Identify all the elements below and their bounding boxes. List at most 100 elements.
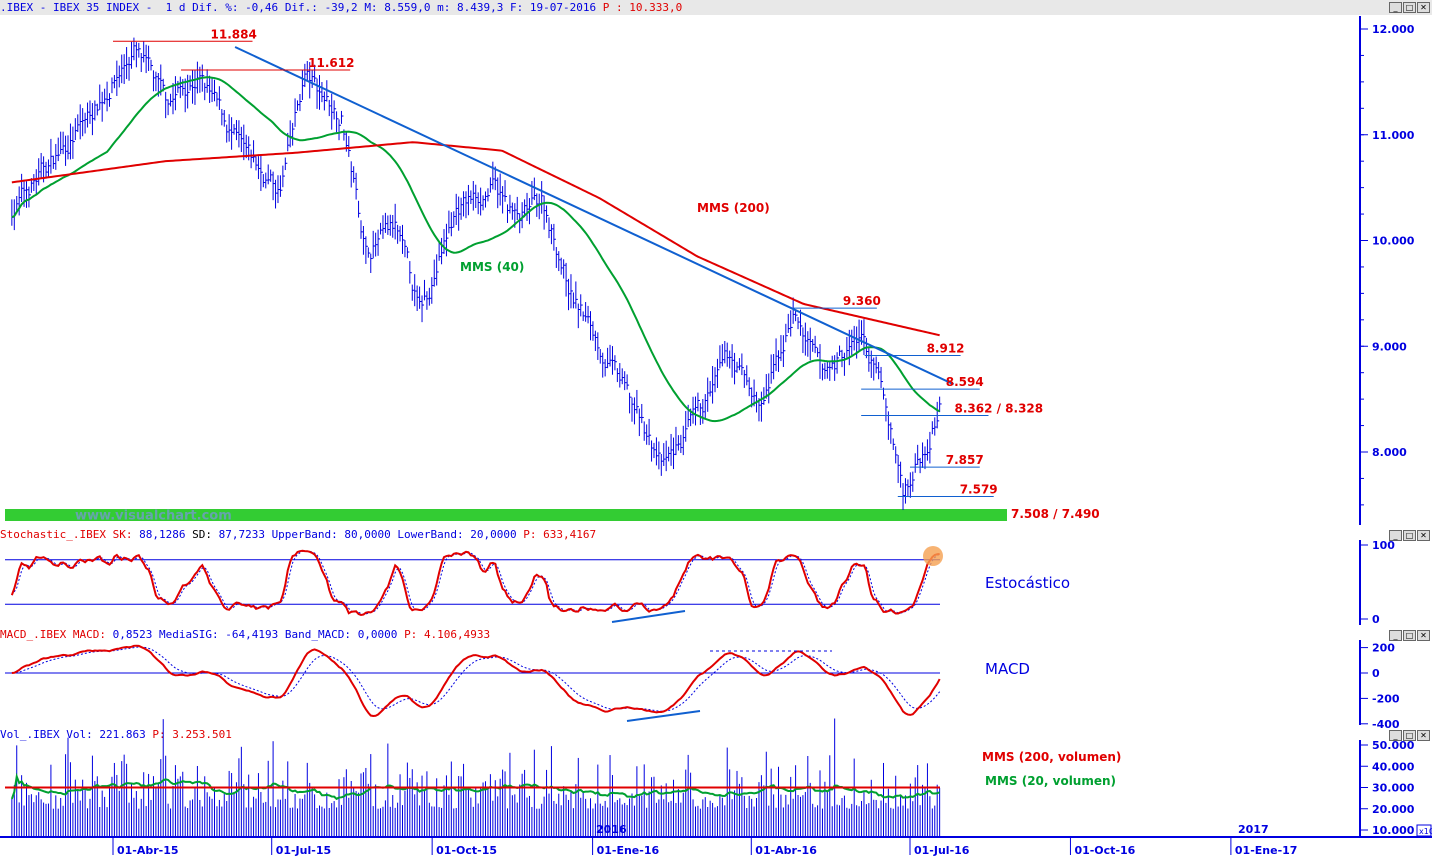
sd-label: SD: bbox=[192, 528, 212, 541]
macd-name: MACD_.IBEX bbox=[0, 628, 67, 641]
year-2017: 2017 bbox=[1238, 823, 1269, 836]
close-button[interactable]: ✕ bbox=[1417, 530, 1430, 541]
stoch-tick-label: 100 bbox=[1372, 539, 1395, 552]
lb-label: LowerBand: bbox=[397, 528, 464, 541]
macd-p: 4.106,4933 bbox=[423, 628, 491, 641]
maximize-button[interactable]: □ bbox=[1403, 630, 1416, 641]
maximize-button[interactable]: □ bbox=[1403, 2, 1416, 13]
highlight-circle bbox=[923, 546, 943, 566]
level-label: 7.579 bbox=[960, 483, 998, 497]
support-label: 7.508 / 7.490 bbox=[1011, 507, 1100, 521]
y-tick-label: 11.000 bbox=[1372, 129, 1415, 142]
min: 8.439,3 bbox=[457, 1, 504, 14]
ma200-line bbox=[11, 141, 940, 337]
macd-tick-label: -400 bbox=[1372, 718, 1400, 731]
sk-label: SK: bbox=[112, 528, 133, 541]
symbol: .IBEX - IBEX 35 INDEX - bbox=[0, 1, 153, 14]
mms40-label: MMS (40) bbox=[460, 260, 524, 274]
sk-value: 88,1286 bbox=[139, 528, 186, 541]
stoch-divergence-line bbox=[611, 610, 686, 623]
x-tick-label: 01-Jul-16 bbox=[914, 844, 970, 857]
close-button[interactable]: ✕ bbox=[1417, 2, 1430, 13]
level-label: 8.594 bbox=[946, 375, 984, 389]
vol-name: Vol_.IBEX bbox=[0, 728, 60, 741]
level-label: 11.612 bbox=[308, 56, 354, 70]
level-label: 11.884 bbox=[211, 27, 257, 41]
stoch-header: Stochastic_.IBEX SK: 88,1286 SD: 87,7233… bbox=[0, 527, 1432, 542]
sig-label: MediaSIG: bbox=[158, 628, 219, 641]
vol-value: 221.863 bbox=[99, 728, 146, 741]
minimize-button[interactable]: _ bbox=[1389, 730, 1402, 741]
vol-tick-label: 50.000 bbox=[1372, 739, 1415, 752]
p-value: 10.333,0 bbox=[629, 1, 683, 14]
minimize-button[interactable]: _ bbox=[1389, 530, 1402, 541]
max: 8.559,0 bbox=[384, 1, 431, 14]
stoch-tick-label: 0 bbox=[1372, 613, 1380, 626]
maximize-button[interactable]: □ bbox=[1403, 730, 1416, 741]
vol-p: 3.253.501 bbox=[172, 728, 232, 741]
y-tick-label: 10.000 bbox=[1372, 235, 1415, 248]
macd-tick-label: 0 bbox=[1372, 667, 1380, 680]
close-button[interactable]: ✕ bbox=[1417, 730, 1430, 741]
stoch-sk-line bbox=[10, 549, 940, 616]
vol-tick-label: 30.000 bbox=[1372, 782, 1415, 795]
dif-pct: -0,46 bbox=[245, 1, 279, 14]
vol-tick-label: 10.000 bbox=[1372, 824, 1415, 837]
x-tick-label: 01-Abr-15 bbox=[117, 844, 179, 857]
ub-label: UpperBand: bbox=[271, 528, 338, 541]
macd-label: MACD: bbox=[72, 628, 106, 641]
stoch-p-label: P: bbox=[523, 528, 537, 541]
vol200-annotation: MMS (200, volumen) bbox=[982, 750, 1121, 764]
vol-p-label: P: bbox=[152, 728, 166, 741]
band-value: 0,0000 bbox=[357, 628, 398, 641]
macd-tick-label: 200 bbox=[1372, 642, 1395, 655]
volume-ma20-line bbox=[10, 772, 941, 801]
vol-tick-label: 40.000 bbox=[1372, 760, 1415, 773]
p-label: P : bbox=[602, 1, 623, 14]
vol-label: Vol: bbox=[66, 728, 93, 741]
macd-signal-line bbox=[11, 646, 941, 712]
level-label: 8.362 / 8.328 bbox=[954, 402, 1043, 416]
close-button[interactable]: ✕ bbox=[1417, 630, 1430, 641]
trend-line bbox=[234, 46, 955, 386]
max-label: M: bbox=[364, 1, 378, 14]
stoch-annotation: Estocástico bbox=[985, 574, 1070, 592]
vol20-annotation: MMS (20, volumen) bbox=[985, 774, 1116, 788]
y-tick-label: 9.000 bbox=[1372, 340, 1407, 353]
lb-value: 20,0000 bbox=[470, 528, 517, 541]
minimize-button[interactable]: _ bbox=[1389, 2, 1402, 13]
dif-label: Dif.: bbox=[284, 1, 318, 14]
sd-value: 87,7233 bbox=[218, 528, 265, 541]
dif-pct-label: Dif. %: bbox=[192, 1, 239, 14]
x-tick-label: 01-Oct-16 bbox=[1074, 844, 1135, 857]
dif: -39,2 bbox=[324, 1, 358, 14]
x10-label: x10 bbox=[1419, 827, 1432, 836]
macd-annotation: MACD bbox=[985, 660, 1030, 678]
x-tick-label: 01-Abr-16 bbox=[755, 844, 817, 857]
macd-header: MACD_.IBEX MACD: 0,8523 MediaSIG: -64,41… bbox=[0, 627, 1432, 642]
min-label: m: bbox=[437, 1, 451, 14]
maximize-button[interactable]: □ bbox=[1403, 530, 1416, 541]
level-label: 7.857 bbox=[946, 453, 984, 467]
x-tick-label: 01-Oct-15 bbox=[436, 844, 497, 857]
x-tick-label: 01-Jul-15 bbox=[276, 844, 331, 857]
support-band bbox=[5, 509, 1007, 521]
mms200-label: MMS (200) bbox=[697, 201, 770, 215]
watermark: www.visualchart.com bbox=[75, 509, 232, 524]
price-header: .IBEX - IBEX 35 INDEX - 1 d Dif. %: -0,4… bbox=[0, 0, 1432, 15]
macd-divergence-line bbox=[626, 710, 701, 722]
stoch-name: Stochastic_.IBEX bbox=[0, 528, 106, 541]
sig-value: -64,4193 bbox=[225, 628, 279, 641]
period: 1 d bbox=[165, 1, 186, 14]
y-tick-label: 12.000 bbox=[1372, 23, 1415, 36]
vol-header: Vol_.IBEX Vol: 221.863 P: 3.253.501 _ □ ✕ bbox=[0, 727, 1432, 742]
minimize-button[interactable]: _ bbox=[1389, 630, 1402, 641]
y-tick-label: 8.000 bbox=[1372, 446, 1407, 459]
ub-value: 80,0000 bbox=[344, 528, 391, 541]
macd-p-label: P: bbox=[404, 628, 418, 641]
band-label: Band_MACD: bbox=[284, 628, 352, 641]
macd-value: 0,8523 bbox=[112, 628, 153, 641]
macd-line bbox=[11, 644, 941, 718]
